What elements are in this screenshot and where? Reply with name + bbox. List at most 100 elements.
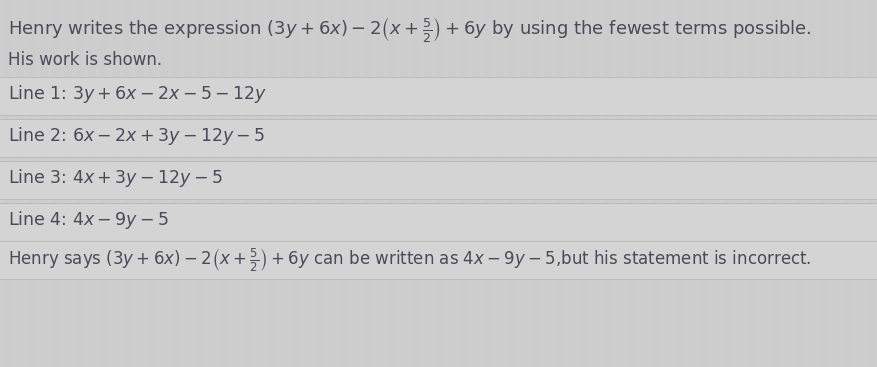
Bar: [246, 0, 249, 367]
Text: Line 1: $3y + 6x - 2x - 5 - 12y$: Line 1: $3y + 6x - 2x - 5 - 12y$: [8, 83, 267, 105]
Bar: [581, 0, 584, 367]
Bar: [24, 0, 27, 367]
Bar: [282, 0, 285, 367]
Bar: [30, 0, 33, 367]
Bar: [552, 0, 554, 367]
Bar: [480, 0, 482, 367]
Bar: [653, 0, 656, 367]
Bar: [749, 0, 752, 367]
Bar: [239, 0, 243, 367]
Bar: [419, 0, 423, 367]
Bar: [821, 0, 824, 367]
Bar: [666, 0, 668, 367]
Bar: [360, 0, 362, 367]
Bar: [467, 0, 470, 367]
Bar: [162, 0, 165, 367]
Bar: [689, 0, 692, 367]
Bar: [0, 77, 877, 115]
Bar: [156, 0, 159, 367]
Bar: [0, 161, 877, 199]
Bar: [414, 0, 417, 367]
Bar: [635, 0, 638, 367]
Bar: [599, 0, 602, 367]
Bar: [54, 0, 57, 367]
Bar: [222, 0, 225, 367]
Bar: [252, 0, 254, 367]
Bar: [569, 0, 573, 367]
Bar: [126, 0, 129, 367]
Bar: [389, 0, 393, 367]
Bar: [84, 0, 87, 367]
Bar: [132, 0, 135, 367]
Bar: [198, 0, 201, 367]
Bar: [671, 0, 674, 367]
Bar: [317, 0, 321, 367]
Bar: [108, 0, 111, 367]
Bar: [150, 0, 153, 367]
Bar: [617, 0, 620, 367]
Bar: [383, 0, 387, 367]
Bar: [180, 0, 182, 367]
Bar: [324, 0, 326, 367]
Bar: [275, 0, 279, 367]
Bar: [575, 0, 578, 367]
Bar: [797, 0, 800, 367]
Bar: [731, 0, 734, 367]
Bar: [6, 0, 9, 367]
Bar: [755, 0, 758, 367]
Bar: [774, 0, 776, 367]
Bar: [851, 0, 854, 367]
Bar: [558, 0, 560, 367]
Bar: [474, 0, 476, 367]
Bar: [611, 0, 614, 367]
Bar: [102, 0, 105, 367]
Bar: [444, 0, 446, 367]
Bar: [294, 0, 296, 367]
Bar: [563, 0, 567, 367]
Bar: [18, 0, 21, 367]
Bar: [845, 0, 848, 367]
Bar: [372, 0, 374, 367]
Bar: [347, 0, 351, 367]
Bar: [174, 0, 177, 367]
Bar: [138, 0, 141, 367]
Bar: [588, 0, 590, 367]
Bar: [522, 0, 524, 367]
Bar: [761, 0, 764, 367]
Bar: [168, 0, 171, 367]
Bar: [42, 0, 45, 367]
Bar: [839, 0, 842, 367]
Bar: [461, 0, 465, 367]
Bar: [336, 0, 339, 367]
Bar: [114, 0, 117, 367]
Bar: [815, 0, 818, 367]
Bar: [594, 0, 596, 367]
Bar: [96, 0, 99, 367]
Bar: [36, 0, 39, 367]
Text: Henry writes the expression $(3y + 6x) - 2\left(x + \frac{5}{2}\right) + 6y$ by : Henry writes the expression $(3y + 6x) -…: [8, 15, 810, 44]
Text: Line 2: $6x - 2x + 3y - 12y - 5$: Line 2: $6x - 2x + 3y - 12y - 5$: [8, 125, 265, 147]
Bar: [869, 0, 872, 367]
Bar: [396, 0, 398, 367]
Bar: [833, 0, 836, 367]
Bar: [539, 0, 542, 367]
Bar: [491, 0, 495, 367]
Bar: [707, 0, 710, 367]
Bar: [486, 0, 488, 367]
Bar: [857, 0, 860, 367]
Bar: [0, 0, 3, 367]
Bar: [192, 0, 195, 367]
Bar: [234, 0, 237, 367]
Bar: [809, 0, 812, 367]
Bar: [803, 0, 806, 367]
Bar: [228, 0, 231, 367]
Bar: [779, 0, 782, 367]
Bar: [497, 0, 501, 367]
Bar: [330, 0, 332, 367]
Bar: [738, 0, 740, 367]
Bar: [695, 0, 698, 367]
Bar: [630, 0, 632, 367]
Bar: [503, 0, 506, 367]
Bar: [216, 0, 218, 367]
Bar: [725, 0, 728, 367]
